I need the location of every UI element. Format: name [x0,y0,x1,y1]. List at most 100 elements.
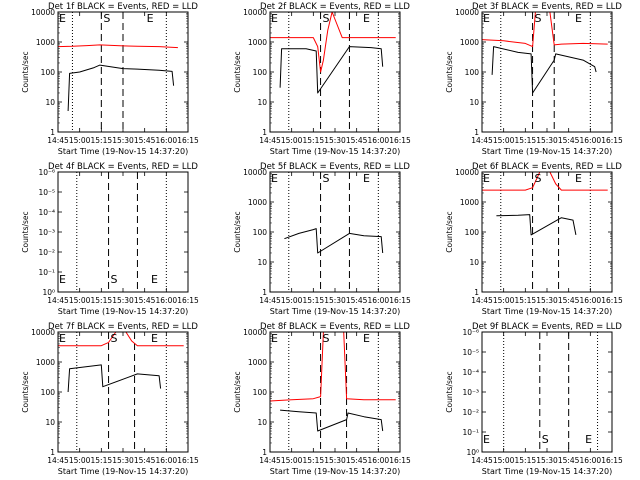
y-axis-label: Counts/sec [21,371,30,412]
y-axis-label: Counts/sec [445,51,454,92]
chart-title: Det 2f BLACK = Events, RED = LLD [260,2,410,12]
x-tick-label: 14:45 [47,296,69,305]
y-tick-label: 10⁻⁴ [462,368,479,377]
x-tick-label: 16:15 [389,456,411,465]
x-tick-label: 15:30 [112,456,134,465]
marker-e: E [271,172,278,185]
x-tick-label: 15:00 [493,296,515,305]
x-tick-label: 15:30 [536,296,558,305]
x-tick-label: 16:15 [601,136,623,145]
x-axis-label: Start Time (19-Nov-15 14:37:20) [482,307,612,316]
x-tick-label: 15:00 [281,296,303,305]
x-tick-label: 16:00 [156,296,178,305]
y-axis-label: Counts/sec [21,51,30,92]
x-tick-label: 15:00 [493,136,515,145]
x-tick-label: 15:30 [536,136,558,145]
x-tick-label: 14:45 [259,136,281,145]
y-tick-label: 1 [262,448,267,457]
x-axis-label: Start Time (19-Nov-15 14:37:20) [482,467,612,476]
y-tick-label: 1 [50,448,55,457]
marker-e: E [575,172,582,185]
x-axis-label: Start Time (19-Nov-15 14:37:20) [270,307,400,316]
marker-e: E [363,172,370,185]
y-tick-label: 10⁰ [42,288,55,297]
x-tick-label: 15:45 [134,456,156,465]
x-axis-label: Start Time (19-Nov-15 14:37:20) [58,467,188,476]
x-tick-label: 15:00 [69,456,91,465]
series-events-black [67,364,162,393]
chart-panel-8: Det 8f BLACK = Events, RED = LLD 1 10 100 10… [233,322,411,476]
x-tick-label: 16:15 [389,296,411,305]
y-tick-label: 100 [253,68,268,77]
x-tick-label: 14:45 [47,456,69,465]
x-axis-label: Start Time (19-Nov-15 14:37:20) [58,307,188,316]
marker-e: E [271,12,278,25]
x-tick-label: 15:30 [324,456,346,465]
chart-panel-7: Det 7f BLACK = Events, RED = LLD 1 10 100 10… [21,322,199,476]
x-tick-label: 14:45 [471,456,493,465]
x-tick-label: 15:30 [324,296,346,305]
marker-e: E [59,332,66,345]
x-tick-label: 15:15 [303,136,325,145]
x-tick-label: 15:00 [69,296,91,305]
x-tick-label: 15:30 [536,456,558,465]
series-lld-red [269,331,396,402]
x-tick-label: 14:45 [471,296,493,305]
y-tick-label: 100 [253,228,268,237]
x-tick-label: 16:00 [156,136,178,145]
y-tick-label: 10 [45,418,55,427]
plot-frame [57,11,189,133]
x-tick-label: 15:00 [69,136,91,145]
y-tick-label: 1 [474,288,479,297]
chart-title: Det 8f BLACK = Events, RED = LLD [260,322,410,332]
plot-frame [269,331,401,453]
y-tick-label: 10⁻⁵ [462,348,479,357]
x-tick-label: 16:00 [580,456,602,465]
marker-s: S [542,433,549,446]
y-tick-label: 1000 [36,38,55,47]
x-tick-label: 15:30 [112,296,134,305]
chart-panel-5: Det 5f BLACK = Events, RED = LLD 1 10 100 10… [233,162,411,316]
chart-panel-3: Det 3f BLACK = Events, RED = LLD 1 10 100 10… [445,2,623,156]
y-tick-label: 1 [474,128,479,137]
marker-e: E [151,332,158,345]
y-tick-label: 10 [257,418,267,427]
y-tick-label: 1 [262,288,267,297]
y-tick-label: 1000 [248,198,267,207]
y-tick-label: 10 [45,98,55,107]
y-tick-label: 10000 [243,8,267,17]
chart-title: Det 4f BLACK = Events, RED = LLD [48,162,198,172]
marker-e: E [575,12,582,25]
x-tick-label: 16:15 [601,296,623,305]
y-tick-label: 10⁻⁴ [38,208,55,217]
y-tick-label: 10⁰ [466,448,479,457]
x-tick-label: 15:15 [91,456,113,465]
chart-panel-6: Det 6f BLACK = Events, RED = LLD 1 10 100 10… [445,162,623,316]
x-tick-label: 15:45 [558,136,580,145]
x-tick-label: 15:45 [134,296,156,305]
x-tick-label: 15:00 [493,456,515,465]
series-events-black [496,214,577,236]
chart-panel-1: Det 1f BLACK = Events, RED = LLD 1 10 100 10… [21,2,199,156]
marker-e: E [147,12,154,25]
marker-e: E [483,172,490,185]
x-tick-label: 14:45 [471,136,493,145]
chart-panel-4: Det 4f BLACK = Events, RED = LLD 10⁰ 10⁻¹ 1… [21,162,199,316]
y-tick-label: 10⁻⁶ [462,328,479,337]
x-tick-label: 15:30 [324,136,346,145]
y-axis-label: Counts/sec [233,371,242,412]
plot-frame [481,11,613,133]
x-tick-label: 15:45 [346,456,368,465]
series-events-black [284,228,384,254]
marker-s: S [535,12,542,25]
plot-frame [269,11,401,133]
y-tick-label: 10⁻³ [462,388,479,397]
y-tick-label: 1 [50,128,55,137]
y-tick-label: 10⁻² [38,248,55,257]
x-axis-label: Start Time (19-Nov-15 14:37:20) [58,147,188,156]
series-lld-red [270,11,396,73]
y-tick-label: 1000 [248,358,267,367]
y-tick-label: 10⁻⁵ [38,188,55,197]
chart-title: Det 9f BLACK = Events, RED = LLD [472,322,622,332]
y-tick-label: 10⁻¹ [38,268,55,277]
